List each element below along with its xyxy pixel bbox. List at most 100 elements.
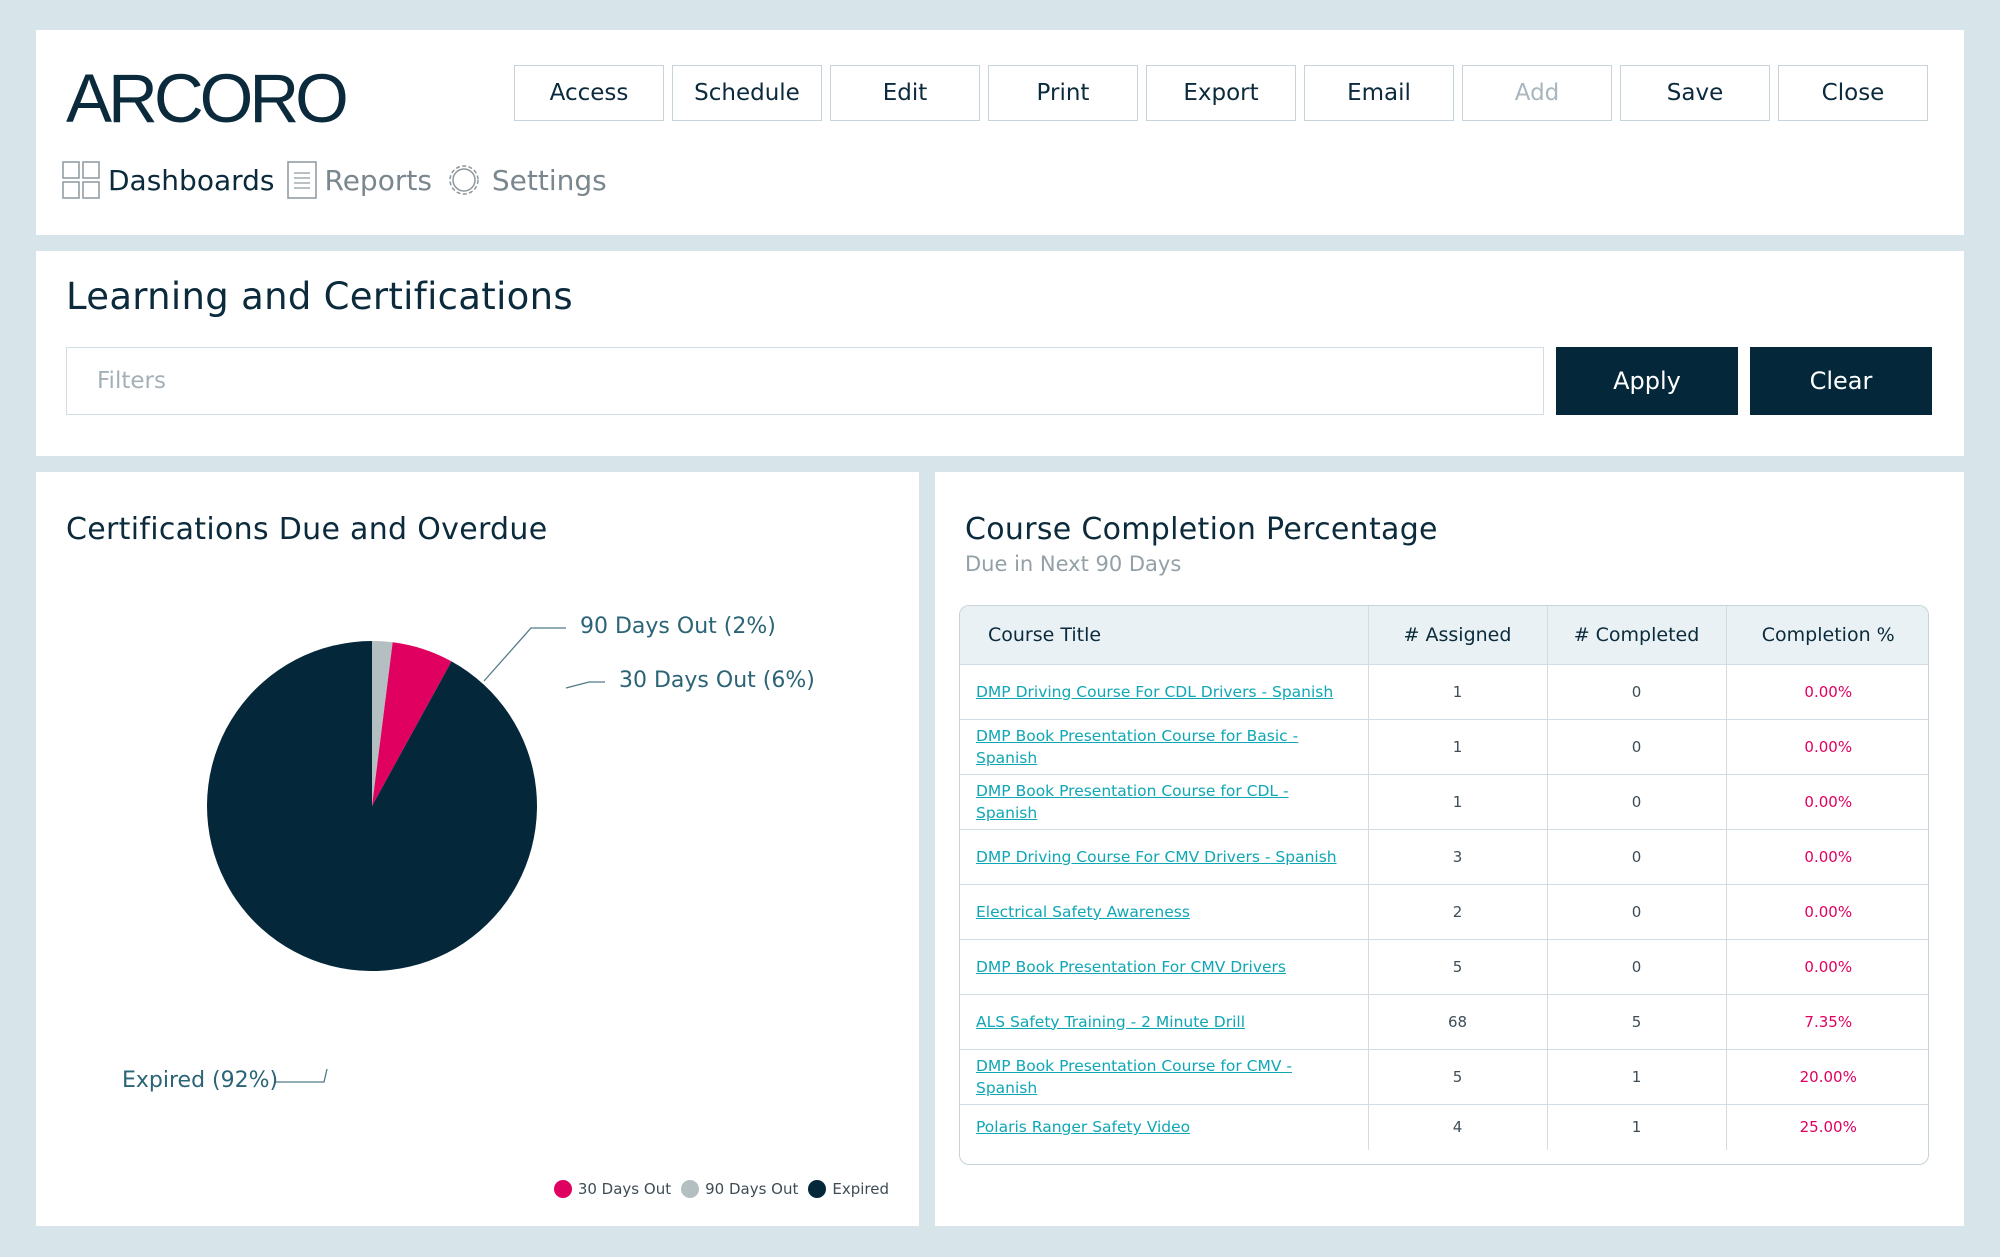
edit-button[interactable]: Edit [830,65,980,121]
callout-thirty-days: 30 Days Out (6%) [619,668,815,693]
table-cell: DMP Book Presentation Course for CMV - S… [960,1049,1368,1104]
column-header-course-title[interactable]: Course Title [988,623,1102,646]
table-cell: 5 [1546,994,1726,1049]
completed-count: 5 [1631,1012,1642,1031]
email-button[interactable]: Email [1304,65,1454,121]
course-title-link[interactable]: DMP Book Presentation Course for CMV - S… [976,1056,1292,1097]
filters-input[interactable] [66,347,1544,415]
completion-percent: 0.00% [1804,792,1853,811]
legend-label-expired: Expired [832,1180,889,1198]
completed-count: 0 [1631,792,1642,811]
pie-slice-ninety-days[interactable] [372,641,393,806]
legend-dot-expired [808,1180,827,1198]
course-title-link[interactable]: DMP Driving Course For CDL Drivers - Spa… [976,682,1334,701]
completion-percent: 7.35% [1804,1012,1853,1031]
completion-percent: 0.00% [1804,737,1853,756]
course-completion-panel: Course Completion Percentage Due in Next… [935,472,1964,1226]
table-row: DMP Book Presentation Course for CMV - S… [960,1049,1928,1104]
table-row: DMP Book Presentation For CMV Drivers 5 0 0… [960,939,1928,994]
table-cell: 25.00% [1725,1104,1928,1150]
apply-button[interactable]: Apply [1556,347,1738,415]
assigned-count: 1 [1452,792,1463,811]
completed-count: 1 [1631,1067,1642,1086]
column-header-completion-pct[interactable]: Completion % [1725,606,1928,664]
course-title-link[interactable]: DMP Book Presentation Course for CDL - S… [976,781,1289,822]
legend-label-ninety: 90 Days Out [705,1180,799,1198]
callout-line-expired [275,1068,328,1083]
table-row: DMP Book Presentation Course for CDL - S… [960,774,1928,829]
table-cell: 0.00% [1725,884,1928,939]
table-cell: 5 [1367,1049,1547,1104]
completion-percent: 20.00% [1799,1067,1857,1086]
toolbar: Access Schedule Edit Print Export Email … [514,65,1928,121]
table-cell: 0.00% [1725,829,1928,884]
assigned-count: 4 [1452,1118,1463,1137]
legend-item-ninety: 90 Days Out [681,1180,798,1198]
table-cell: 0.00% [1725,774,1928,829]
course-title-link[interactable]: DMP Driving Course For CMV Drivers - Spa… [976,847,1337,866]
grid-icon [62,161,100,199]
callout-ninety-days: 90 Days Out (2%) [580,614,776,639]
assigned-count: 2 [1452,902,1463,921]
course-title-link[interactable]: ALS Safety Training - 2 Minute Drill [976,1012,1246,1031]
nav-reports[interactable]: Reports [286,161,432,199]
gear-icon [449,165,479,195]
table-cell: DMP Book Presentation For CMV Drivers [960,939,1368,994]
filter-panel: Learning and Certifications Apply Clear [36,251,1964,456]
table-row: Polaris Ranger Safety Video 4 1 25.00% [960,1104,1928,1150]
table-cell: Electrical Safety Awareness [960,884,1368,939]
logo-text: ARCORO [66,62,346,132]
legend-dot-ninety [681,1180,700,1198]
course-table: Course Title # Assigned # Completed Comp… [959,605,1929,1165]
nav-dashboards[interactable]: Dashboards [62,161,275,199]
table-cell: 0 [1546,664,1726,719]
pie-slice-expired[interactable] [206,641,537,971]
schedule-button[interactable]: Schedule [672,65,822,121]
table-cell: 3 [1367,829,1547,884]
nav-settings-label: Settings [491,163,607,197]
completed-count: 1 [1631,1118,1642,1137]
table-cell: 0 [1546,719,1726,774]
course-title-link[interactable]: DMP Book Presentation For CMV Drivers [976,957,1286,976]
course-title-link[interactable]: DMP Book Presentation Course for Basic -… [976,726,1299,767]
column-header-assigned[interactable]: # Assigned [1367,606,1547,664]
close-button[interactable]: Close [1778,65,1928,121]
pie-legend: 30 Days Out 90 Days Out Expired [544,1180,889,1198]
print-button[interactable]: Print [988,65,1138,121]
table-cell: 7.35% [1725,994,1928,1049]
save-button[interactable]: Save [1620,65,1770,121]
table-row: ALS Safety Training - 2 Minute Drill 68 5 7… [960,994,1928,1049]
nav-settings[interactable]: Settings [444,160,607,200]
table-cell: 0 [1546,774,1726,829]
table-cell: DMP Book Presentation Course for CDL - S… [960,774,1368,829]
column-header-completed[interactable]: # Completed [1546,606,1726,664]
table-cell: 0.00% [1725,719,1928,774]
table-panel-title: Course Completion Percentage [965,512,1438,547]
table-cell: 1 [1367,664,1547,719]
callout-line-ninety [483,627,566,682]
pie-slice-thirty-days[interactable] [372,642,452,806]
assigned-count: 5 [1452,1067,1463,1086]
export-button[interactable]: Export [1146,65,1296,121]
header-panel: ARCORO Access Schedule Edit Print Export… [36,30,1964,235]
legend-label-thirty: 30 Days Out [577,1180,672,1198]
completion-percent: 0.00% [1804,957,1853,976]
completed-count: 0 [1631,682,1642,701]
table-cell: DMP Driving Course For CMV Drivers - Spa… [960,829,1368,884]
assigned-count: 5 [1452,957,1463,976]
access-button[interactable]: Access [514,65,664,121]
table-panel-subtitle: Due in Next 90 Days [965,552,1182,576]
table-cell: 1 [1546,1049,1726,1104]
nav-reports-label: Reports [324,163,432,197]
course-title-link[interactable]: Electrical Safety Awareness [976,902,1190,921]
table-header-row: Course Title # Assigned # Completed Comp… [960,606,1928,664]
callout-line-thirty [565,681,605,689]
clear-button[interactable]: Clear [1750,347,1932,415]
page-title: Learning and Certifications [66,275,573,318]
table-cell: 5 [1367,939,1547,994]
table-cell: 0 [1546,829,1726,884]
table-row: Electrical Safety Awareness 2 0 0.00% [960,884,1928,939]
table-cell: 1 [1546,1104,1726,1150]
course-title-link[interactable]: Polaris Ranger Safety Video [976,1118,1191,1137]
table-cell: 1 [1367,719,1547,774]
